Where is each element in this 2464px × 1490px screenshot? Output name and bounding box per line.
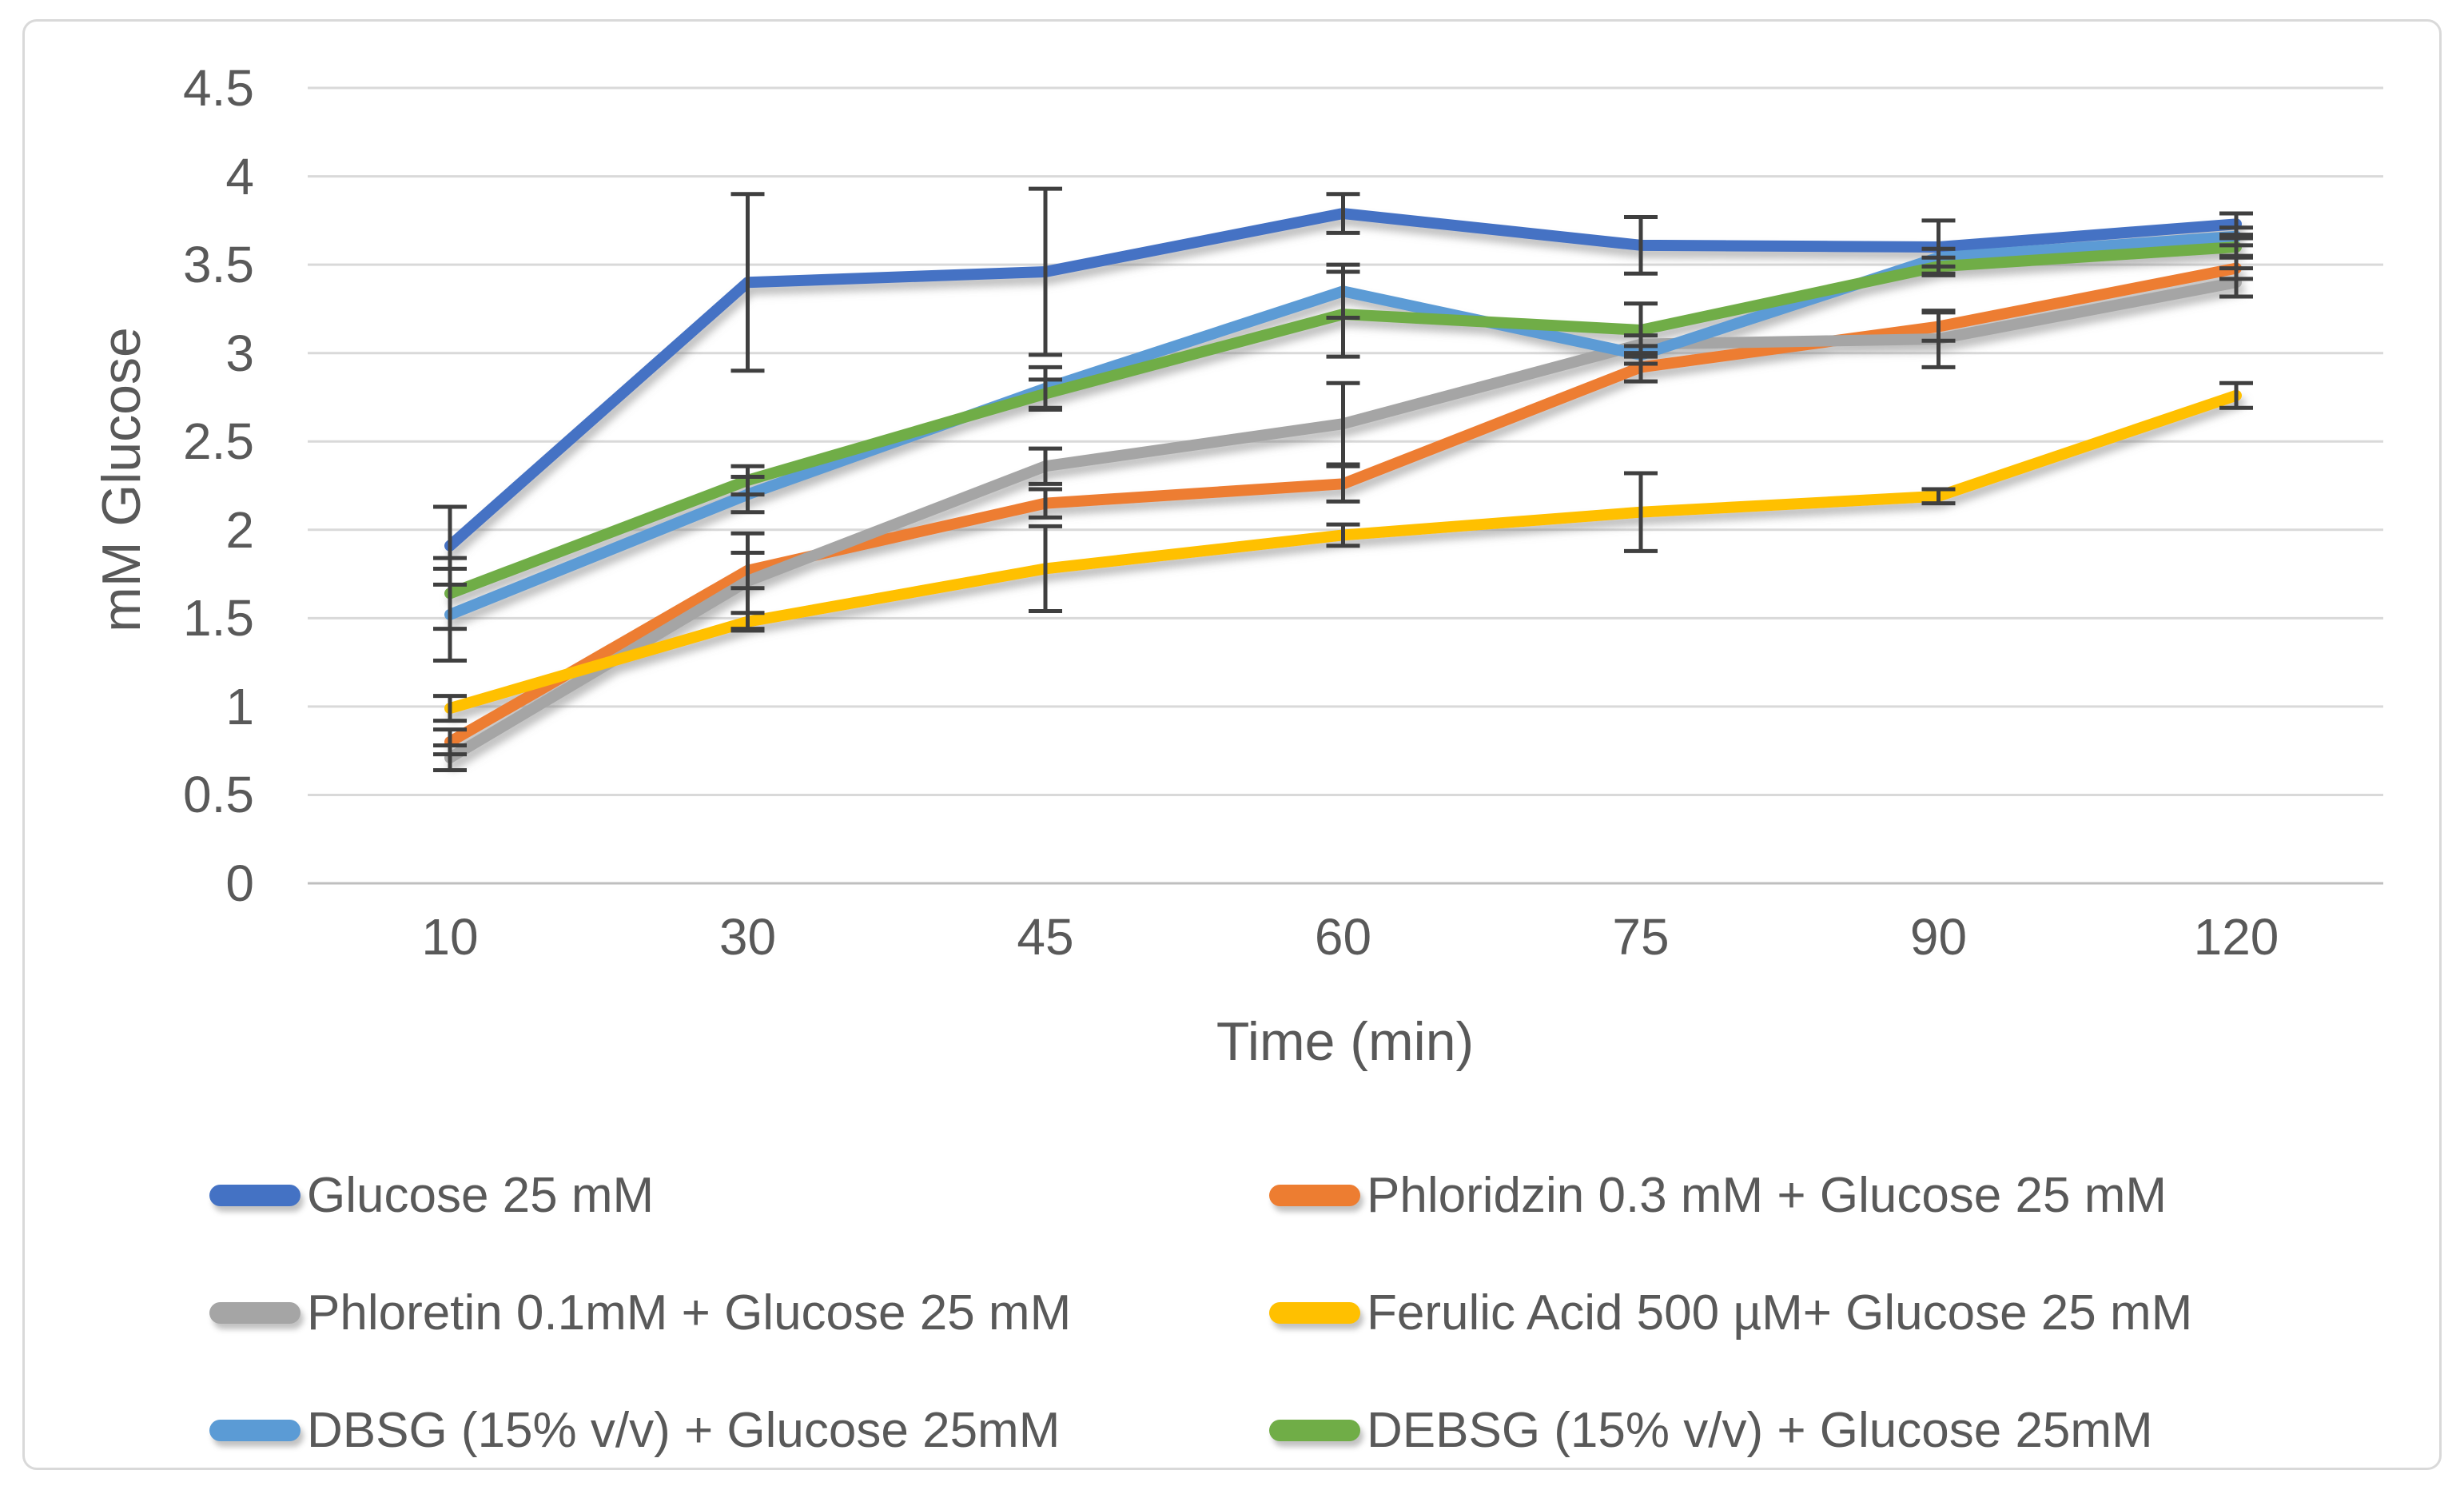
error-bar-s0-p2 xyxy=(1029,186,1062,357)
y-tick-label: 2 xyxy=(225,500,254,559)
x-tick-label: 60 xyxy=(1314,908,1372,966)
legend-item-dbsg: DBSG (15% v/v) + Glucose 25mM xyxy=(209,1394,1060,1466)
error-bar-s2-p6 xyxy=(2219,266,2253,299)
error-bar-s5-p6 xyxy=(2219,236,2253,258)
legend-item-debsg: DEBSG (15% v/v) + Glucose 25mM xyxy=(1269,1394,2153,1466)
error-bar-s5-p1 xyxy=(730,464,765,497)
x-tick-label: 120 xyxy=(2193,908,2279,966)
legend-swatch-glucose xyxy=(209,1184,301,1206)
y-tick-label: 3.5 xyxy=(183,236,254,294)
y-tick-label: 4.5 xyxy=(183,59,254,118)
y-tick-label: 3 xyxy=(225,324,254,382)
x-tick-label: 30 xyxy=(719,908,777,966)
error-bar-s5-p3 xyxy=(1326,269,1360,359)
error-bar-s3-p3 xyxy=(1326,522,1360,548)
error-bar-s3-p5 xyxy=(1921,487,1956,506)
error-bar-s3-p4 xyxy=(1624,471,1658,553)
error-bar-s2-p3 xyxy=(1326,380,1360,467)
error-bar-s5-p0 xyxy=(433,556,467,631)
legend-swatch-dbsg xyxy=(209,1419,301,1441)
error-bar-s0-p3 xyxy=(1326,192,1360,235)
error-bar-s2-p2 xyxy=(1029,446,1062,486)
legend-item-phloretin: Phloretin 0.1mM + Glucose 25 mM xyxy=(209,1277,1071,1349)
y-tick-label: 1 xyxy=(225,677,254,735)
x-tick-label: 10 xyxy=(421,908,479,966)
error-bar-s3-p0 xyxy=(433,694,467,723)
y-tick-label: 0 xyxy=(225,855,254,912)
y-tick-label: 0.5 xyxy=(183,766,254,824)
legend-label-ferulic-acid: Ferulic Acid 500 µM+ Glucose 25 mM xyxy=(1367,1285,2193,1341)
legend-label-debsg: DEBSG (15% v/v) + Glucose 25mM xyxy=(1367,1402,2153,1458)
legend-item-phloridzin: Phloridzin 0.3 mM + Glucose 25 mM xyxy=(1269,1159,2167,1231)
x-tick-label: 75 xyxy=(1612,908,1670,966)
error-bar-s0-p4 xyxy=(1624,214,1658,276)
error-bars xyxy=(433,186,2253,772)
legend-item-glucose: Glucose 25 mM xyxy=(209,1159,654,1231)
legend-swatch-debsg xyxy=(1269,1419,1360,1441)
y-tick-label: 1.5 xyxy=(183,589,254,647)
error-bar-s5-p2 xyxy=(1029,377,1062,410)
legend-label-phloridzin: Phloridzin 0.3 mM + Glucose 25 mM xyxy=(1367,1167,2167,1223)
x-tick-label: 45 xyxy=(1017,908,1074,966)
error-bar-s5-p5 xyxy=(1921,255,1956,277)
y-axis-title: mM Glucose xyxy=(91,327,152,632)
legend-swatch-ferulic-acid xyxy=(1269,1301,1360,1324)
gridlines xyxy=(308,86,2383,885)
legend-swatch-phloridzin xyxy=(1269,1184,1360,1206)
x-axis-title: Time (min) xyxy=(1216,1011,1475,1072)
error-bar-s1-p2 xyxy=(1029,487,1062,520)
error-bar-s3-p1 xyxy=(730,611,765,633)
x-tick-label: 90 xyxy=(1909,908,1968,966)
legend-label-glucose: Glucose 25 mM xyxy=(307,1167,655,1223)
error-bar-s3-p2 xyxy=(1029,524,1062,614)
error-bar-s2-p0 xyxy=(433,743,467,772)
legend-item-ferulic-acid: Ferulic Acid 500 µM+ Glucose 25 mM xyxy=(1269,1277,2192,1349)
error-bar-s5-p4 xyxy=(1624,301,1658,359)
error-bar-s3-p6 xyxy=(2219,380,2253,410)
error-bar-s0-p1 xyxy=(730,192,765,373)
legend-label-phloretin: Phloretin 0.1mM + Glucose 25 mM xyxy=(307,1285,1072,1341)
legend-swatch-phloretin xyxy=(209,1301,301,1324)
error-bar-s2-p5 xyxy=(1921,309,1956,369)
legend-label-dbsg: DBSG (15% v/v) + Glucose 25mM xyxy=(307,1402,1061,1458)
y-tick-label: 2.5 xyxy=(183,412,254,471)
y-tick-label: 4 xyxy=(225,147,254,205)
